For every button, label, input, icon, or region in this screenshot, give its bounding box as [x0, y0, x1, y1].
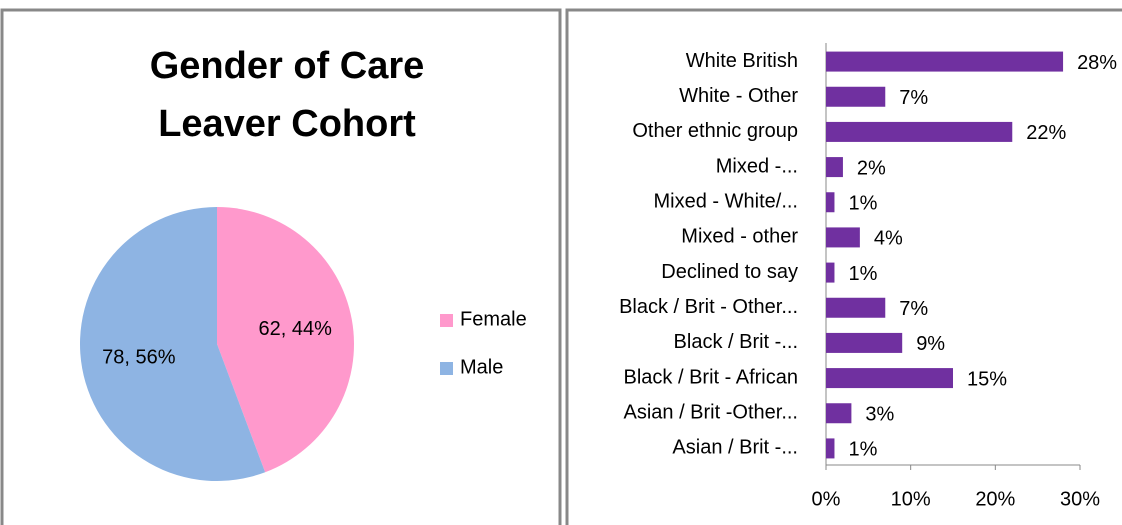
x-tick-label: 0% [812, 488, 841, 510]
bar [826, 332, 903, 353]
x-tick-label: 20% [975, 488, 1015, 510]
y-tick-label: Black / Brit -... [674, 331, 798, 353]
pie-slice [217, 207, 355, 473]
value-label: 9% [916, 333, 945, 355]
slice-label: 62, 44% [258, 318, 332, 340]
bar [826, 368, 953, 389]
bar [826, 86, 886, 107]
legend-label: Female [460, 308, 527, 330]
y-tick-label: Asian / Brit -Other... [623, 402, 798, 424]
pie-panel [0, 8, 562, 525]
y-tick-label: Other ethnic group [632, 120, 798, 142]
bar [826, 51, 1064, 72]
value-label: 7% [899, 87, 928, 109]
value-label: 3% [865, 404, 894, 426]
bar-panel [565, 8, 1122, 525]
y-tick-label: Asian / Brit -... [672, 437, 798, 459]
y-tick-label: White - Other [679, 85, 798, 107]
bar [826, 192, 835, 213]
bar [826, 438, 835, 459]
x-tick-label: 10% [891, 488, 931, 510]
bar [826, 157, 843, 178]
value-label: 2% [857, 157, 886, 179]
y-tick-label: Mixed - White/... [654, 191, 798, 213]
value-label: 1% [848, 263, 877, 285]
value-label: 4% [874, 228, 903, 250]
bar [826, 403, 852, 424]
legend-swatch [440, 362, 453, 375]
y-tick-label: White British [686, 50, 798, 72]
bar [826, 227, 860, 248]
legend-swatch [440, 314, 453, 327]
y-tick-label: Black / Brit - African [624, 366, 799, 388]
y-tick-label: Mixed - other [681, 226, 798, 248]
value-label: 7% [899, 298, 928, 320]
bar [826, 121, 1013, 142]
chart-title: Gender of Care Leaver Cohort [149, 45, 425, 145]
value-label: 1% [848, 439, 877, 461]
slice-label: 78, 56% [102, 346, 176, 368]
y-tick-label: Mixed -... [716, 155, 798, 177]
bar [826, 297, 886, 318]
legend-label: Male [460, 356, 503, 378]
y-tick-label: Black / Brit - Other... [619, 296, 798, 318]
value-label: 15% [967, 368, 1007, 390]
value-label: 28% [1077, 52, 1117, 74]
y-tick-label: Declined to say [661, 261, 798, 283]
value-label: 22% [1026, 122, 1066, 144]
value-label: 1% [848, 193, 877, 215]
bar [826, 262, 835, 283]
pie-slice [80, 207, 266, 481]
x-tick-label: 30% [1060, 488, 1100, 510]
